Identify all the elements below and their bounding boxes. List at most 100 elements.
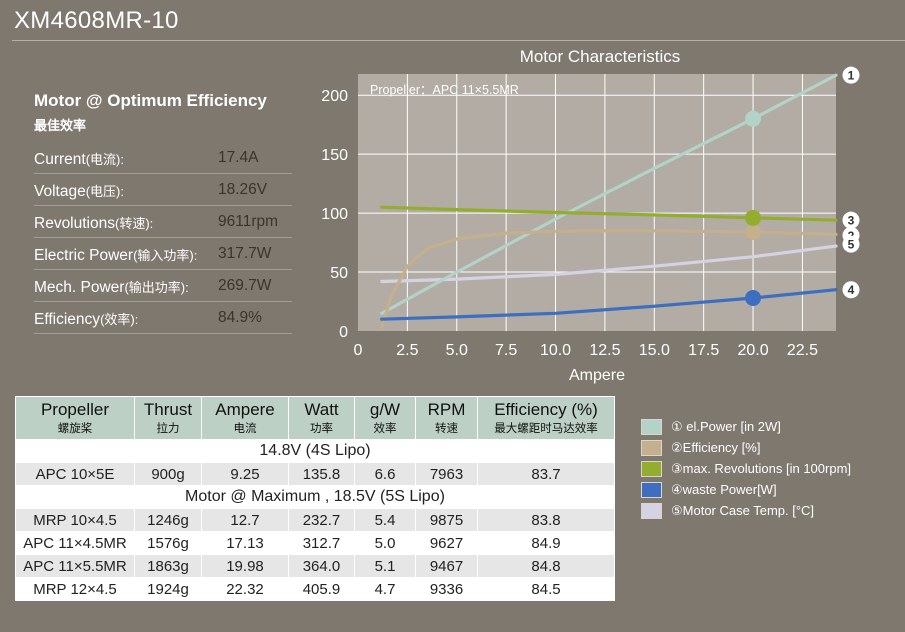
x-tick-label: 12.5 [589, 342, 620, 359]
cell-ampere: 19.98 [201, 554, 289, 578]
legend-label: ① el.Power [in 2W] [671, 419, 781, 434]
spec-label: Revolutions [34, 215, 115, 232]
cell-thrust: 1924g [134, 577, 202, 601]
spec-label: Electric Power [34, 247, 134, 264]
y-tick-label: 200 [321, 88, 348, 105]
spec-row-electric-power: Electric Power(输入功率): 317.7W [34, 238, 292, 270]
chart-title: Motor Characteristics [519, 47, 681, 66]
table-row: MRP 12×4.5 1924g 22.32 405.9 4.7 9336 84… [15, 577, 615, 601]
cell-gw: 4.7 [354, 577, 416, 601]
spec-label: Mech. Power [34, 279, 125, 296]
spec-label: Voltage [34, 183, 86, 200]
motor-characteristics-chart: 0 2.5 5.0 7.5 10.0 12.5 15.0 17.5 20.0 22.5 0 50 100… [321, 66, 860, 384]
cell-thrust: 1863g [134, 554, 202, 578]
y-tick-label: 150 [321, 147, 348, 164]
cell-efficiency: 84.9 [477, 531, 615, 555]
table-row: APC 11×4.5MR 1576g 17.13 312.7 5.0 9627 … [15, 531, 615, 555]
spec-label-cn: (输出功率): [124, 280, 189, 295]
section-title: 14.8V (4S Lipo) [15, 439, 615, 463]
cell-gw: 5.0 [354, 531, 416, 555]
x-tick-label: 5.0 [446, 342, 468, 359]
table-row: MRP 10×4.5 1246g 12.7 232.7 5.4 9875 83.… [15, 508, 615, 532]
cell-efficiency: 83.7 [477, 462, 615, 486]
col-header-watt: Watt 功率 [288, 396, 355, 440]
legend-swatch [641, 440, 662, 456]
cell-watt: 312.7 [288, 531, 355, 555]
spec-row-current: Current(电流): 17.4A [34, 142, 292, 174]
cell-thrust: 1576g [134, 531, 202, 555]
x-axis-label: Ampere [569, 367, 625, 384]
spec-value: 17.4A [218, 149, 259, 166]
cell-thrust: 1246g [134, 508, 202, 532]
cell-ampere: 12.7 [201, 508, 289, 532]
table-row: APC 11×5.5MR 1863g 19.98 364.0 5.1 9467 … [15, 554, 615, 578]
cell-rpm: 7963 [415, 462, 478, 486]
series-line-3 [380, 205, 838, 222]
spec-value: 9611rpm [218, 213, 279, 230]
cell-propeller: MRP 12×4.5 [15, 577, 135, 601]
cell-gw: 5.4 [354, 508, 416, 532]
legend-label: ⑤Motor Case Temp. [°C] [671, 503, 815, 518]
spec-value: 18.26V [218, 181, 268, 198]
spec-row-revolutions: Revolutions(转速): 9611rpm [34, 206, 292, 238]
spec-heading-cn: 最佳效率 [34, 118, 87, 133]
col-header-gw: g/W 效率 [354, 396, 416, 440]
series-number-badge-1 [842, 66, 860, 84]
cell-thrust: 900g [134, 462, 202, 486]
propeller-annotation: Propeller：APC 11×5.5MR [370, 83, 519, 97]
cell-ampere: 9.25 [201, 462, 289, 486]
cell-efficiency: 84.5 [477, 577, 615, 601]
spec-label-cn: (效率): [100, 312, 139, 327]
legend-swatch [641, 461, 662, 477]
cell-propeller: MRP 10×4.5 [15, 508, 135, 532]
col-header-ampere: Ampere 电流 [201, 396, 289, 440]
spec-heading: Motor @ Optimum Efficiency [34, 91, 267, 110]
cell-rpm: 9467 [415, 554, 478, 578]
spec-row-efficiency: Efficiency(效率): 84.9% [34, 302, 292, 334]
y-tick-label: 100 [321, 206, 348, 223]
x-tick-label: 2.5 [396, 342, 418, 359]
section-title: Motor @ Maximum , 18.5V (5S Lipo) [15, 485, 615, 509]
series-number-1: 1 [848, 69, 855, 83]
legend-swatch [641, 482, 662, 498]
series-line-2 [380, 229, 838, 330]
series-marker-3 [745, 209, 762, 226]
cell-rpm: 9627 [415, 531, 478, 555]
series-number-4: 4 [848, 283, 855, 297]
y-tick-label: 0 [339, 324, 348, 341]
spec-label-cn: (转速): [115, 216, 154, 231]
cell-propeller: APC 11×5.5MR [15, 554, 135, 578]
spec-value: 269.7W [218, 277, 272, 294]
y-tick-label: 50 [330, 265, 348, 282]
legend-swatch [641, 503, 662, 519]
cell-watt: 364.0 [288, 554, 355, 578]
series-number-badge-5 [842, 235, 860, 253]
spec-label: Efficiency [34, 311, 101, 328]
cell-gw: 5.1 [354, 554, 416, 578]
spec-value: 317.7W [218, 245, 272, 262]
cell-propeller: APC 11×4.5MR [15, 531, 135, 555]
cell-rpm: 9336 [415, 577, 478, 601]
spec-row-voltage: Voltage(电压): 18.26V [34, 174, 292, 206]
product-title: XM4608MR-10 [14, 7, 179, 34]
spec-label-cn: (电流): [85, 152, 124, 167]
col-header-rpm: RPM 转速 [415, 396, 478, 440]
spec-rows: Current(电流): 17.4A Voltage(电压): 18.26V R… [34, 142, 292, 334]
col-header-thrust: Thrust 拉力 [134, 396, 202, 440]
cell-efficiency: 84.8 [477, 554, 615, 578]
series-marker-4 [745, 289, 762, 306]
x-tick-label: 0 [354, 342, 363, 359]
title-divider [12, 40, 905, 41]
table-section-row: Motor @ Maximum , 18.5V (5S Lipo) [15, 485, 615, 509]
x-tick-label: 10.0 [540, 342, 571, 359]
table-section-row: 14.8V (4S Lipo) [15, 439, 615, 463]
legend-swatch [641, 419, 662, 435]
spec-label-cn: (输入功率): [133, 248, 198, 263]
table-header-row: Propeller 螺旋桨 Thrust 拉力 Ampere 电流 Watt 功率 g/… [15, 396, 615, 440]
spec-value: 84.9% [218, 309, 262, 326]
cell-watt: 135.8 [288, 462, 355, 486]
cell-rpm: 9875 [415, 508, 478, 532]
x-tick-label: 17.5 [688, 342, 719, 359]
series-line-1 [380, 73, 838, 315]
series-number-5: 5 [848, 238, 855, 252]
